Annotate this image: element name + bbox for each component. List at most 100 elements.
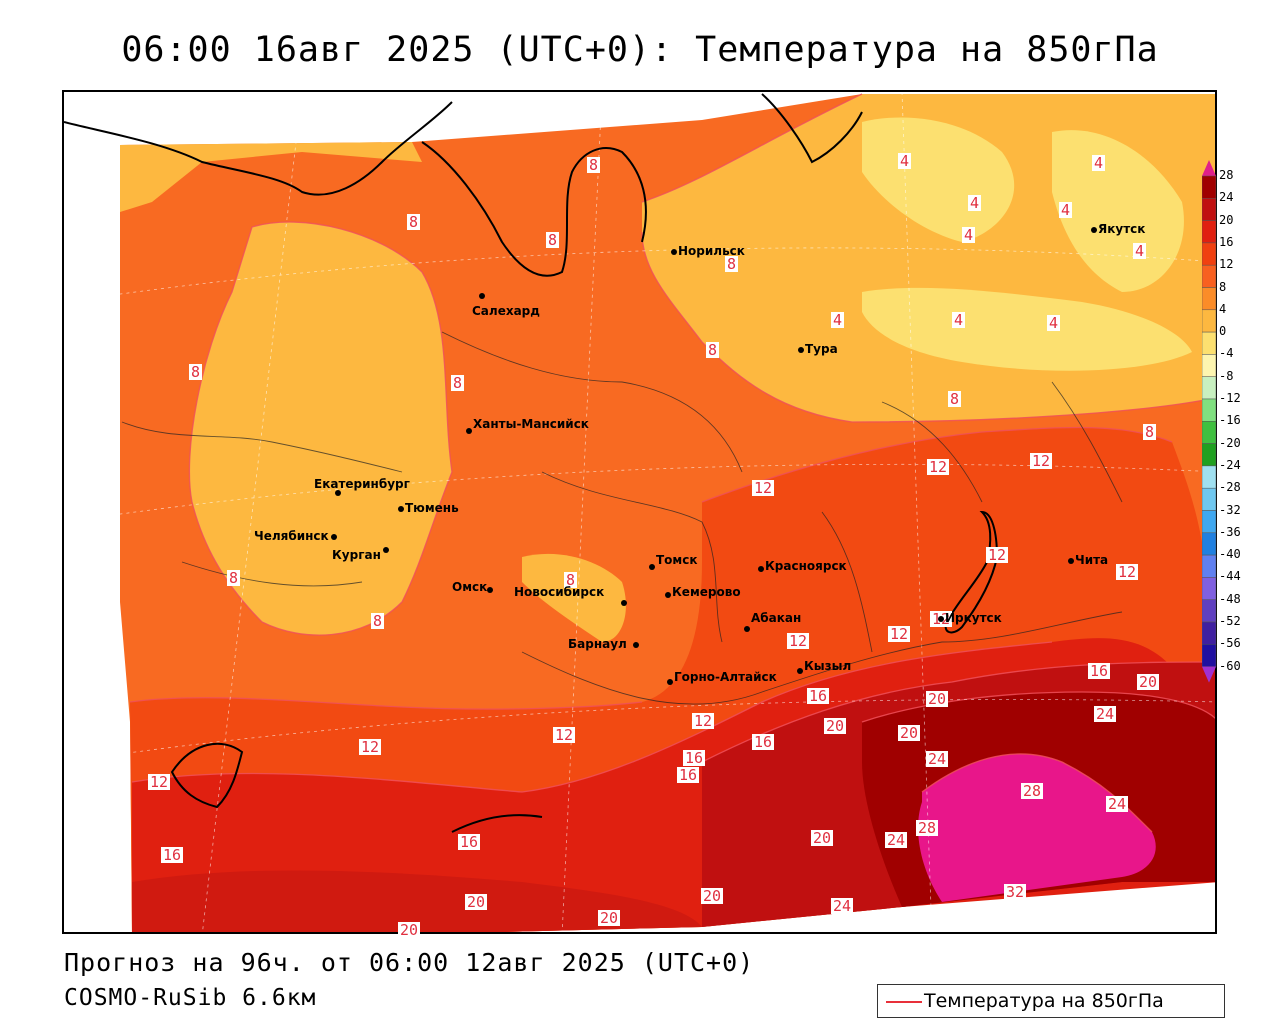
city-label[interactable]: Кемерово — [672, 585, 741, 599]
colorbar-swatch — [1202, 443, 1217, 467]
contour-label: 28 — [1021, 782, 1044, 800]
contour-label: 12 — [752, 479, 775, 497]
contour-label: 8 — [407, 213, 421, 231]
city-label[interactable]: Ханты-Мансийск — [473, 417, 589, 431]
colorbar-swatch — [1202, 599, 1217, 623]
city-label[interactable]: Тюмень — [405, 501, 459, 515]
colorbar-swatch — [1202, 487, 1217, 511]
colorbar-swatch — [1202, 510, 1217, 534]
city-marker — [398, 506, 404, 512]
map-title: 06:00 16авг 2025 (UTC+0): Температура на… — [121, 30, 1159, 70]
colorbar-tick-label: -36 — [1219, 524, 1241, 539]
colorbar-tick-label: -8 — [1219, 368, 1234, 383]
city-label[interactable]: Красноярск — [765, 559, 847, 573]
city-marker — [758, 566, 764, 572]
contour-label: 16 — [752, 733, 775, 751]
city-label[interactable]: Барнаул — [568, 637, 627, 651]
contour-label: 20 — [824, 717, 847, 735]
colorbar-tick-label: -52 — [1219, 614, 1241, 628]
contour-label: 20 — [811, 829, 834, 847]
contour-label: 24 — [1106, 795, 1129, 813]
contour-label: 8 — [371, 612, 385, 630]
city-marker — [479, 293, 485, 299]
city-label[interactable]: Горно-Алтайск — [674, 670, 777, 684]
city-label[interactable]: Челябинск — [254, 529, 329, 543]
city-label[interactable]: Салехард — [472, 304, 540, 318]
colorbar-swatch — [1202, 644, 1217, 667]
colorbar-top-arrow — [1202, 160, 1216, 176]
colorbar-swatch — [1202, 554, 1217, 578]
contour-label: 4 — [831, 311, 845, 329]
city-label[interactable]: Екатеринбург — [314, 477, 410, 491]
colorbar-tick-label: -40 — [1219, 547, 1241, 562]
contour-label: 4 — [898, 152, 912, 170]
contour-label: 20 — [898, 724, 921, 742]
colorbar-swatch — [1202, 532, 1217, 556]
city-label[interactable]: Чита — [1075, 553, 1109, 567]
field-yellow-3 — [862, 287, 1192, 371]
contour-label: 8 — [1143, 423, 1157, 441]
colorbar-swatch — [1202, 198, 1217, 221]
field-hot-core — [918, 753, 1156, 902]
model-name: COSMO-RuSib 6.6км — [64, 985, 317, 1011]
forecast-info: Прогноз на 96ч. от 06:00 12авг 2025 (UTC… — [64, 948, 755, 977]
contour-label: 12 — [1030, 452, 1053, 470]
colorbar-tick-label: 12 — [1219, 257, 1234, 272]
city-label[interactable]: Томск — [656, 553, 698, 567]
contour-label: 24 — [1094, 705, 1117, 723]
contour-label: 12 — [927, 458, 950, 476]
city-label[interactable]: Кызыл — [804, 659, 852, 673]
city-label[interactable]: Новосибирск — [514, 585, 605, 599]
city-marker — [621, 600, 627, 606]
colorbar-swatch — [1202, 287, 1217, 311]
city-marker — [335, 490, 341, 496]
contour-label: 8 — [189, 363, 203, 381]
contour-label: 24 — [926, 750, 949, 768]
legend-label: Температура на 850гПа — [924, 990, 1164, 1012]
contour-label: 8 — [546, 231, 560, 249]
colorbar-tick-label: -60 — [1219, 658, 1241, 673]
city-marker — [487, 587, 493, 593]
field-yellow-2 — [1052, 130, 1184, 292]
city-label[interactable]: Иркутск — [945, 611, 1002, 625]
colorbar-tick-label: 16 — [1219, 234, 1234, 249]
admin-borders — [121, 331, 1123, 705]
colorbar-swatch — [1202, 220, 1217, 244]
city-label[interactable]: Норильск — [678, 244, 745, 258]
city-marker — [667, 679, 673, 685]
contour-label: 4 — [1059, 201, 1073, 219]
field-band-20-west — [132, 870, 702, 932]
contour-label: 20 — [465, 893, 488, 911]
colorbar-swatch — [1202, 376, 1217, 400]
city-label[interactable]: Абакан — [751, 611, 802, 625]
colorbar-tick-label: 4 — [1219, 301, 1227, 316]
contour-label: 12 — [1116, 563, 1139, 581]
city-label[interactable]: Омск — [452, 580, 488, 594]
colorbar-tick-label: -48 — [1219, 591, 1241, 606]
city-label[interactable]: Курган — [332, 548, 381, 562]
contour-label: 8 — [227, 569, 241, 587]
contour-label: 4 — [1047, 314, 1061, 332]
contour-label: 8 — [706, 341, 720, 359]
field-novosib-pale — [522, 553, 626, 642]
colorbar-swatch — [1202, 465, 1217, 489]
contour-label: 8 — [451, 374, 465, 392]
contour-label: 20 — [598, 909, 621, 927]
city-marker — [671, 249, 677, 255]
contour-label: 4 — [962, 226, 976, 244]
contour-label: 4 — [1092, 154, 1106, 172]
city-label[interactable]: Тура — [805, 342, 838, 356]
temperature-map[interactable] — [62, 90, 1217, 934]
colorbar: 28 24 20 16 12 8 4 0 -4 -8 -12 -16 -20 -24 -28 -32 -36 -4… — [1202, 160, 1272, 690]
contour-label: 20 — [701, 887, 724, 905]
city-label[interactable]: Якутск — [1098, 222, 1146, 236]
contour-label: 16 — [1088, 662, 1111, 680]
city-marker — [744, 626, 750, 632]
colorbar-tick-label: -56 — [1219, 636, 1241, 651]
city-marker — [797, 668, 803, 674]
city-marker — [633, 642, 639, 648]
colorbar-tick-label: -4 — [1219, 346, 1234, 361]
contour-lines — [129, 93, 1215, 833]
contour-label: 4 — [968, 194, 982, 212]
colorbar-tick-label: 28 — [1219, 168, 1234, 182]
